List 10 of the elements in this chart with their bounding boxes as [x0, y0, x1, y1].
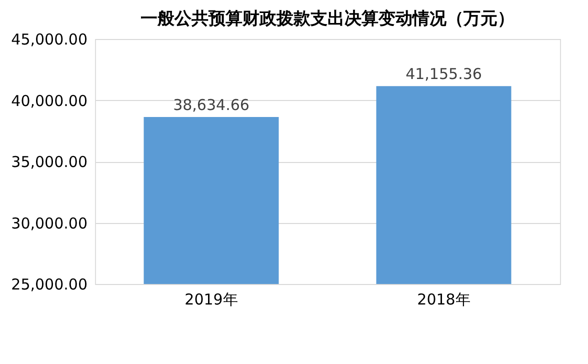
y-tick-label: 40,000.00 — [11, 92, 88, 110]
x-tick-label: 2019年 — [184, 290, 238, 308]
x-tick-label: 2018年 — [417, 290, 470, 308]
y-tick-label: 35,000.00 — [11, 153, 88, 171]
data-label: 41,155.36 — [406, 65, 482, 84]
y-tick-label: 45,000.00 — [11, 30, 88, 48]
data-label: 38,634.66 — [173, 96, 250, 114]
chart-title: 一般公共预算财政拨款支出决算变动情况（万元） — [140, 9, 514, 29]
y-tick-label: 25,000.00 — [11, 276, 88, 294]
y-tick-label: 30,000.00 — [11, 214, 88, 232]
